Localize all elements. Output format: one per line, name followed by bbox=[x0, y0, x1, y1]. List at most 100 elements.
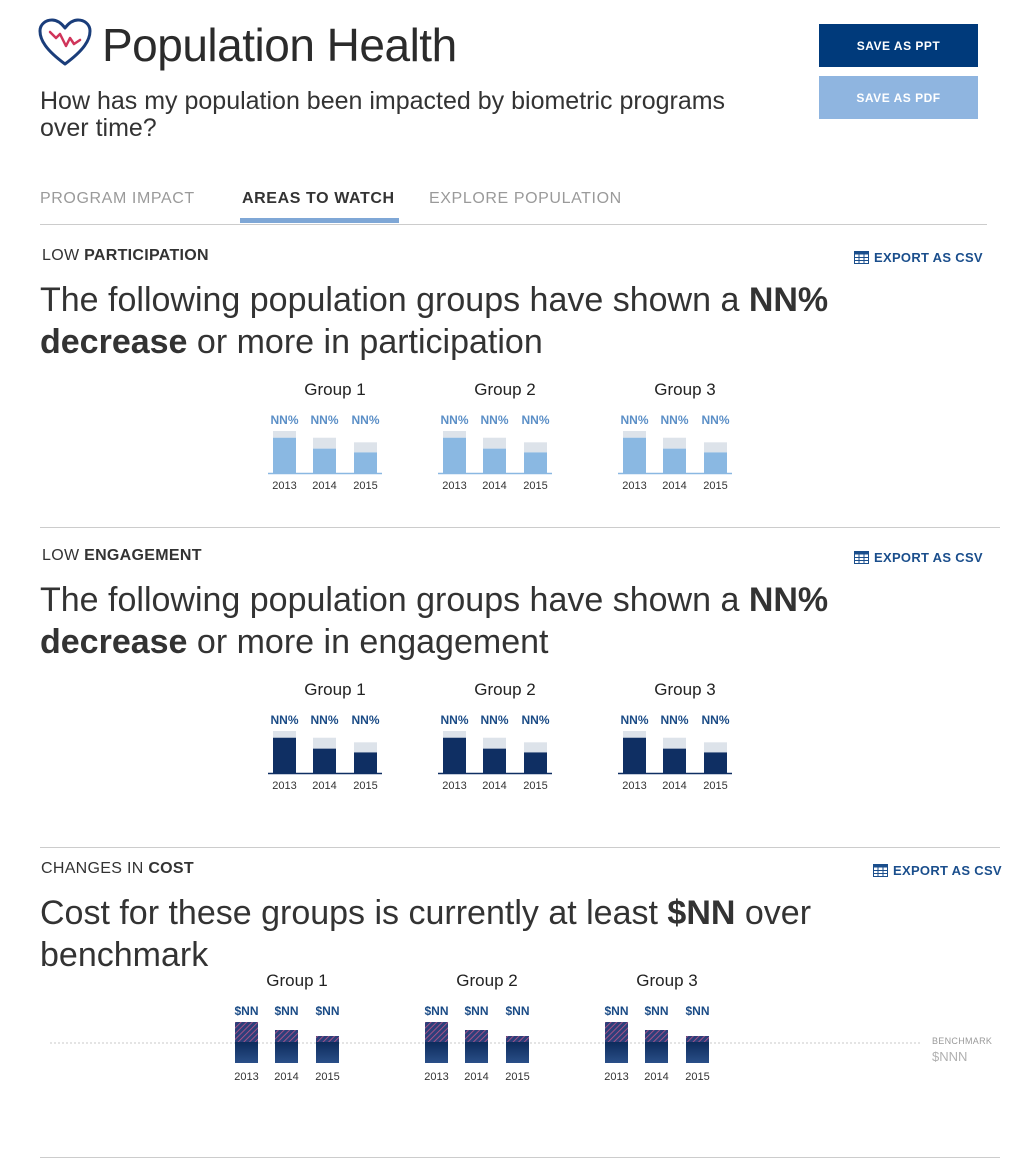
bar-value-label: NN% bbox=[660, 413, 688, 427]
current-level-bar bbox=[273, 737, 296, 773]
headline-participation: The following population groups have sho… bbox=[40, 279, 900, 363]
bar-value-label: NN% bbox=[310, 413, 338, 427]
headline-engagement: The following population groups have sho… bbox=[40, 579, 900, 663]
bar-chart: NN% 2013 NN% 2014 NN% 2015 bbox=[438, 713, 552, 792]
bar-value-label: $NN bbox=[464, 1004, 488, 1018]
previous-level-bar bbox=[623, 731, 646, 738]
heart-logo-icon bbox=[38, 18, 92, 66]
bar-value-label: $NN bbox=[424, 1004, 448, 1018]
bar-value-label: $NN bbox=[685, 1004, 709, 1018]
bar-value-label: $NN bbox=[644, 1004, 668, 1018]
section-label-engagement: LOW ENGAGEMENT bbox=[42, 547, 202, 565]
previous-level-bar bbox=[483, 437, 506, 449]
bar-value-label: $NN bbox=[234, 1004, 258, 1018]
bar-value-label: $NN bbox=[604, 1004, 628, 1018]
bar-chart: NN% 2013 NN% 2014 NN% 2015 bbox=[268, 713, 382, 792]
current-level-bar bbox=[443, 737, 466, 773]
active-tab-indicator bbox=[240, 218, 399, 223]
previous-level-bar bbox=[663, 737, 686, 749]
previous-level-bar bbox=[704, 742, 727, 753]
bar-value-label: $NN bbox=[505, 1004, 529, 1018]
previous-level-bar bbox=[273, 731, 296, 738]
x-tick-label: 2013 bbox=[622, 780, 646, 792]
bar-value-label: NN% bbox=[480, 713, 508, 727]
save-as-pdf-button[interactable]: SAVE AS PDF bbox=[819, 76, 978, 119]
bar-value-label: NN% bbox=[620, 413, 648, 427]
previous-level-bar bbox=[663, 437, 686, 449]
headline-highlight: NN% bbox=[748, 281, 829, 319]
page-subtitle: How has my population been impacted by b… bbox=[40, 87, 726, 142]
headline-highlight: NN% bbox=[748, 581, 829, 619]
bar-value-label: NN% bbox=[521, 713, 549, 727]
cost-base-bar bbox=[425, 1042, 448, 1063]
section-label-prefix: LOW bbox=[42, 247, 80, 264]
x-tick-label: 2013 bbox=[424, 1071, 448, 1083]
x-tick-label: 2015 bbox=[703, 780, 727, 792]
cost-over-benchmark-bar bbox=[506, 1036, 529, 1042]
tab-explore-population[interactable]: EXPLORE POPULATION bbox=[429, 190, 622, 207]
previous-level-bar bbox=[443, 731, 466, 738]
current-level-bar bbox=[704, 452, 727, 473]
bar-chart: NN% 2013 NN% 2014 NN% 2015 bbox=[618, 713, 732, 792]
cost-base-bar bbox=[506, 1042, 529, 1063]
x-tick-label: 2014 bbox=[312, 480, 336, 492]
x-tick-label: 2014 bbox=[662, 480, 686, 492]
cost-base-bar bbox=[605, 1042, 628, 1063]
x-tick-label: 2013 bbox=[604, 1071, 628, 1083]
table-icon bbox=[873, 864, 888, 877]
cost-over-benchmark-bar bbox=[645, 1030, 668, 1042]
headline-text: Cost for these groups is currently at le… bbox=[40, 894, 658, 932]
export-csv-label: EXPORT AS CSV bbox=[874, 250, 983, 265]
group-title: Group 1 bbox=[304, 680, 366, 699]
export-csv-button-cost[interactable]: EXPORT AS CSV bbox=[873, 863, 1002, 878]
x-tick-label: 2014 bbox=[274, 1071, 298, 1083]
group-title: Group 2 bbox=[474, 380, 536, 399]
save-as-ppt-button[interactable]: SAVE AS PPT bbox=[819, 24, 978, 67]
current-level-bar bbox=[313, 448, 336, 473]
bar-value-label: NN% bbox=[701, 713, 729, 727]
group-title: Group 3 bbox=[636, 971, 698, 990]
export-csv-button-participation[interactable]: EXPORT AS CSV bbox=[854, 250, 983, 265]
section-label-cost: CHANGES IN COST bbox=[41, 860, 194, 878]
bar-chart: $NN 2013 $NN 2014 $NN 2015 bbox=[234, 1004, 339, 1083]
previous-level-bar bbox=[524, 742, 547, 753]
cost-base-bar bbox=[645, 1042, 668, 1063]
bar-value-label: NN% bbox=[440, 713, 468, 727]
section-label-participation: LOW PARTICIPATION bbox=[42, 247, 209, 265]
headline-text: The following population groups have sho… bbox=[40, 281, 740, 319]
group-title: Group 1 bbox=[266, 971, 328, 990]
previous-level-bar bbox=[524, 442, 547, 453]
cost-over-benchmark-bar bbox=[275, 1030, 298, 1042]
group-title: Group 1 bbox=[304, 380, 366, 399]
current-level-bar bbox=[273, 437, 296, 473]
bar-value-label: $NN bbox=[315, 1004, 339, 1018]
cost-over-benchmark-bar bbox=[316, 1036, 339, 1042]
bar-chart: $NN 2013 $NN 2014 $NN 2015 bbox=[604, 1004, 709, 1083]
group-title: Group 2 bbox=[456, 971, 518, 990]
tab-program-impact[interactable]: PROGRAM IMPACT bbox=[40, 190, 195, 207]
tab-areas-to-watch[interactable]: AREAS TO WATCH bbox=[242, 190, 395, 207]
cost-over-benchmark-bar bbox=[686, 1036, 709, 1042]
benchmark-line bbox=[50, 1042, 920, 1044]
bar-value-label: NN% bbox=[620, 713, 648, 727]
x-tick-label: 2014 bbox=[662, 780, 686, 792]
headline-text: The following population groups have sho… bbox=[40, 581, 740, 619]
section-label-prefix: CHANGES IN bbox=[41, 860, 144, 877]
current-level-bar bbox=[623, 437, 646, 473]
export-csv-button-engagement[interactable]: EXPORT AS CSV bbox=[854, 550, 983, 565]
current-level-bar bbox=[623, 737, 646, 773]
cost-base-bar bbox=[316, 1042, 339, 1063]
current-level-bar bbox=[524, 752, 547, 773]
x-tick-label: 2013 bbox=[272, 480, 296, 492]
export-csv-label: EXPORT AS CSV bbox=[893, 863, 1002, 878]
x-tick-label: 2015 bbox=[523, 780, 547, 792]
headline-highlight: $NN bbox=[667, 894, 736, 932]
x-tick-label: 2015 bbox=[315, 1071, 339, 1083]
benchmark-value: $NNN bbox=[932, 1049, 968, 1064]
previous-level-bar bbox=[313, 437, 336, 449]
export-csv-label: EXPORT AS CSV bbox=[874, 550, 983, 565]
bar-value-label: NN% bbox=[351, 713, 379, 727]
cost-base-bar bbox=[275, 1042, 298, 1063]
previous-level-bar bbox=[623, 431, 646, 438]
x-tick-label: 2015 bbox=[505, 1071, 529, 1083]
